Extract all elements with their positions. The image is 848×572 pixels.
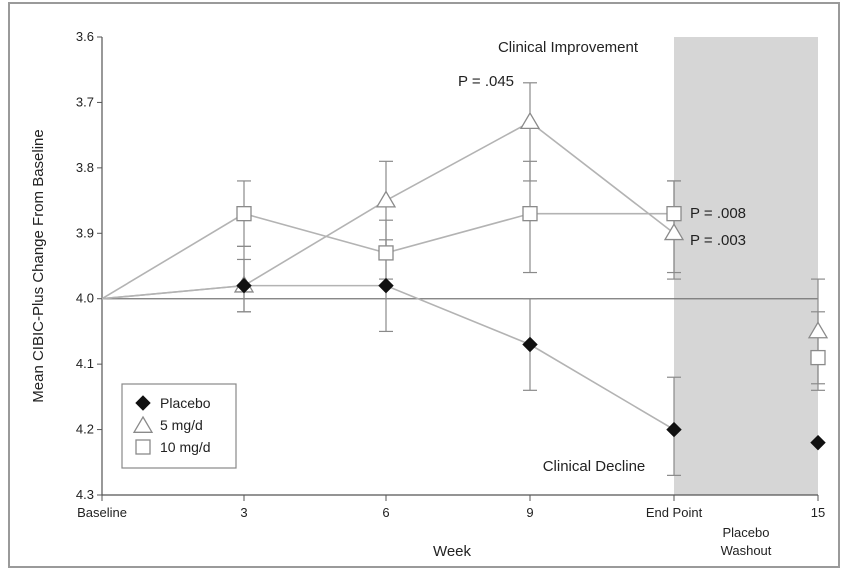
marker-filled-diamond-2-core (381, 280, 391, 291)
marker-filled-diamond-5-core (813, 437, 823, 448)
annotation-clinical-decline: Clinical Decline (543, 458, 646, 475)
series-line-1 (101, 121, 675, 300)
y-tick-label: 3.7 (76, 94, 94, 109)
marker-open-triangle-3 (519, 111, 541, 130)
x-tick-label: 3 (240, 505, 247, 520)
marker-open-square-2 (378, 245, 394, 261)
legend-diamond-icon-core (138, 398, 148, 408)
marker-filled-diamond-1-core (239, 280, 249, 291)
y-tick-label: 3.6 (76, 29, 94, 44)
legend-item-2: 10 mg/d (135, 439, 211, 455)
marker-filled-diamond-3-core (525, 339, 535, 350)
p-value-week9-5mg: P = .045 (458, 73, 514, 90)
marker-open-square-3 (522, 206, 538, 222)
x-sublabel-washout: Washout (721, 543, 772, 558)
series-markers (233, 111, 829, 451)
annotation-clinical-improvement: Clinical Improvement (498, 39, 639, 56)
y-axis-label: Mean CIBIC-Plus Change From Baseline (30, 129, 47, 402)
x-axis-label: Week (433, 543, 472, 560)
y-tick-label: 4.2 (76, 422, 94, 437)
marker-open-triangle-4 (663, 223, 685, 241)
x-tick-label: 6 (382, 505, 389, 520)
legend-label: 5 mg/d (160, 417, 203, 433)
x-tick-label: Baseline (77, 505, 127, 520)
marker-open-triangle-2 (375, 190, 397, 208)
washout-shade (674, 37, 818, 495)
x-sublabel-placebo: Placebo (723, 525, 770, 540)
x-ticks: Baseline 3 6 9 End Point 15 Placebo Washout (77, 495, 825, 558)
y-tick-label: 4.0 (76, 291, 94, 306)
x-tick-label: 9 (526, 505, 533, 520)
legend-item-0: Placebo (135, 395, 211, 411)
marker-filled-diamond-4-core (669, 424, 679, 435)
x-tick-label: 15 (811, 505, 825, 520)
marker-open-square-1 (236, 206, 252, 222)
y-tick-label: 4.1 (76, 356, 94, 371)
marker-open-square-4 (666, 206, 682, 222)
y-tick-label: 3.9 (76, 225, 94, 240)
y-tick-label: 4.3 (76, 487, 94, 502)
p-value-endpoint-10mg: P = .008 (690, 205, 746, 222)
legend-label: 10 mg/d (160, 439, 211, 455)
legend-item-1: 5 mg/d (132, 415, 203, 433)
p-value-endpoint-5mg: P = .003 (690, 232, 746, 249)
y-ticks: 3.6 3.7 3.8 3.9 4.0 4.1 4.2 4.3 (76, 29, 102, 502)
y-tick-label: 3.8 (76, 160, 94, 175)
legend: Placebo 5 mg/d 10 mg/d (121, 383, 237, 469)
legend-label: Placebo (160, 395, 211, 411)
marker-open-square-5 (810, 349, 826, 366)
legend-triangle-icon (132, 415, 154, 433)
marker-open-triangle-5 (807, 321, 829, 339)
x-tick-label: End Point (646, 505, 703, 520)
legend-square-icon (135, 439, 151, 455)
legend-items: Placebo 5 mg/d 10 mg/d (132, 395, 211, 455)
